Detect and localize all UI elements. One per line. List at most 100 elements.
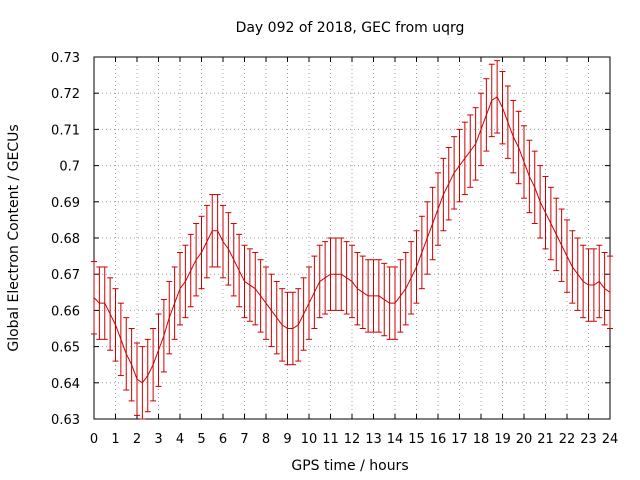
x-tick-label: 14 xyxy=(387,432,404,447)
error-bar xyxy=(268,273,275,348)
error-bar xyxy=(429,186,436,261)
x-tick-label: 9 xyxy=(283,432,291,447)
y-tick-label: 0.67 xyxy=(51,268,80,283)
error-bar xyxy=(445,147,452,221)
y-tick-label: 0.64 xyxy=(51,377,80,392)
error-bar xyxy=(187,233,194,308)
error-bar xyxy=(144,338,151,413)
error-bar xyxy=(257,259,264,333)
error-bar xyxy=(461,121,468,196)
error-bar xyxy=(521,125,527,199)
x-tick-label: 22 xyxy=(559,432,576,447)
grid-lines xyxy=(94,57,610,419)
error-bar xyxy=(300,277,307,351)
y-tick-label: 0.7 xyxy=(59,160,80,175)
error-bar xyxy=(601,251,608,326)
error-bar xyxy=(590,248,597,322)
error-bar xyxy=(332,237,339,311)
error-bar xyxy=(607,255,613,329)
error-bar xyxy=(558,208,565,282)
error-bar xyxy=(418,215,425,290)
x-tick-label: 8 xyxy=(262,432,270,447)
error-bar xyxy=(123,317,130,391)
error-bar xyxy=(177,251,183,326)
error-bar xyxy=(494,60,501,134)
chart-title: Day 092 of 2018, GEC from uqrg xyxy=(236,20,465,36)
error-bar xyxy=(435,172,441,246)
error-bar xyxy=(375,259,382,333)
error-bar xyxy=(198,215,205,290)
error-bar xyxy=(220,204,226,279)
error-bar xyxy=(316,244,323,319)
error-bar xyxy=(139,346,146,420)
error-bar xyxy=(472,107,479,181)
y-tick-label: 0.71 xyxy=(51,123,80,138)
error-bar xyxy=(424,201,431,275)
x-tick-label: 11 xyxy=(322,432,339,447)
error-bar xyxy=(537,165,544,239)
error-bar xyxy=(263,266,269,340)
error-bar xyxy=(370,259,377,333)
error-bar xyxy=(515,110,522,185)
x-tick-label: 0 xyxy=(90,432,98,447)
error-bar xyxy=(574,237,581,311)
error-bar xyxy=(585,248,592,322)
error-bar xyxy=(504,85,511,159)
error-bar xyxy=(236,233,243,308)
error-bar xyxy=(112,288,119,362)
x-tick-label: 7 xyxy=(240,432,248,447)
error-bar xyxy=(564,219,570,293)
error-bar xyxy=(386,266,393,340)
y-tick-label: 0.73 xyxy=(51,51,80,66)
error-bar xyxy=(160,299,167,373)
error-bar xyxy=(510,99,517,174)
y-tick-label: 0.63 xyxy=(51,413,80,428)
error-bar xyxy=(467,114,474,188)
x-tick-label: 5 xyxy=(197,432,205,447)
x-tick-label: 13 xyxy=(365,432,382,447)
error-bar xyxy=(246,248,253,322)
error-bar xyxy=(306,266,312,340)
error-bar xyxy=(214,194,221,268)
error-bar xyxy=(381,262,388,337)
error-bar xyxy=(117,302,124,377)
y-tick-label: 0.69 xyxy=(51,196,80,211)
x-tick-label: 2 xyxy=(133,432,141,447)
x-tick-label: 20 xyxy=(516,432,533,447)
error-bar xyxy=(171,266,178,340)
error-bar xyxy=(150,328,157,402)
y-tick-label: 0.66 xyxy=(51,304,80,319)
error-bar xyxy=(230,223,237,297)
error-bar xyxy=(365,259,372,333)
y-tick-label: 0.72 xyxy=(51,87,80,102)
error-bar xyxy=(456,128,463,203)
error-bar xyxy=(354,251,361,326)
x-tick-label: 12 xyxy=(344,432,361,447)
error-bar xyxy=(408,241,415,315)
error-bar xyxy=(279,288,286,362)
error-bar xyxy=(101,266,108,340)
error-bar xyxy=(322,241,329,315)
error-bar xyxy=(569,230,576,304)
error-bar xyxy=(359,255,366,329)
error-bar xyxy=(478,92,484,167)
error-bar xyxy=(193,223,200,297)
y-tick-label: 0.65 xyxy=(51,341,80,356)
error-bar xyxy=(343,241,350,315)
error-bar xyxy=(96,266,103,340)
error-bar xyxy=(128,328,135,402)
error-bar xyxy=(284,291,291,366)
error-bar xyxy=(392,266,398,340)
error-bar xyxy=(166,280,173,355)
error-bar xyxy=(295,288,302,362)
error-bar xyxy=(225,212,232,286)
x-tick-label: 23 xyxy=(580,432,597,447)
error-bar xyxy=(413,230,420,304)
x-tick-label: 3 xyxy=(154,432,162,447)
error-bar xyxy=(440,157,447,232)
x-tick-label: 18 xyxy=(473,432,490,447)
x-tick-label: 16 xyxy=(430,432,447,447)
error-bar xyxy=(273,280,280,355)
error-bar xyxy=(451,136,458,210)
